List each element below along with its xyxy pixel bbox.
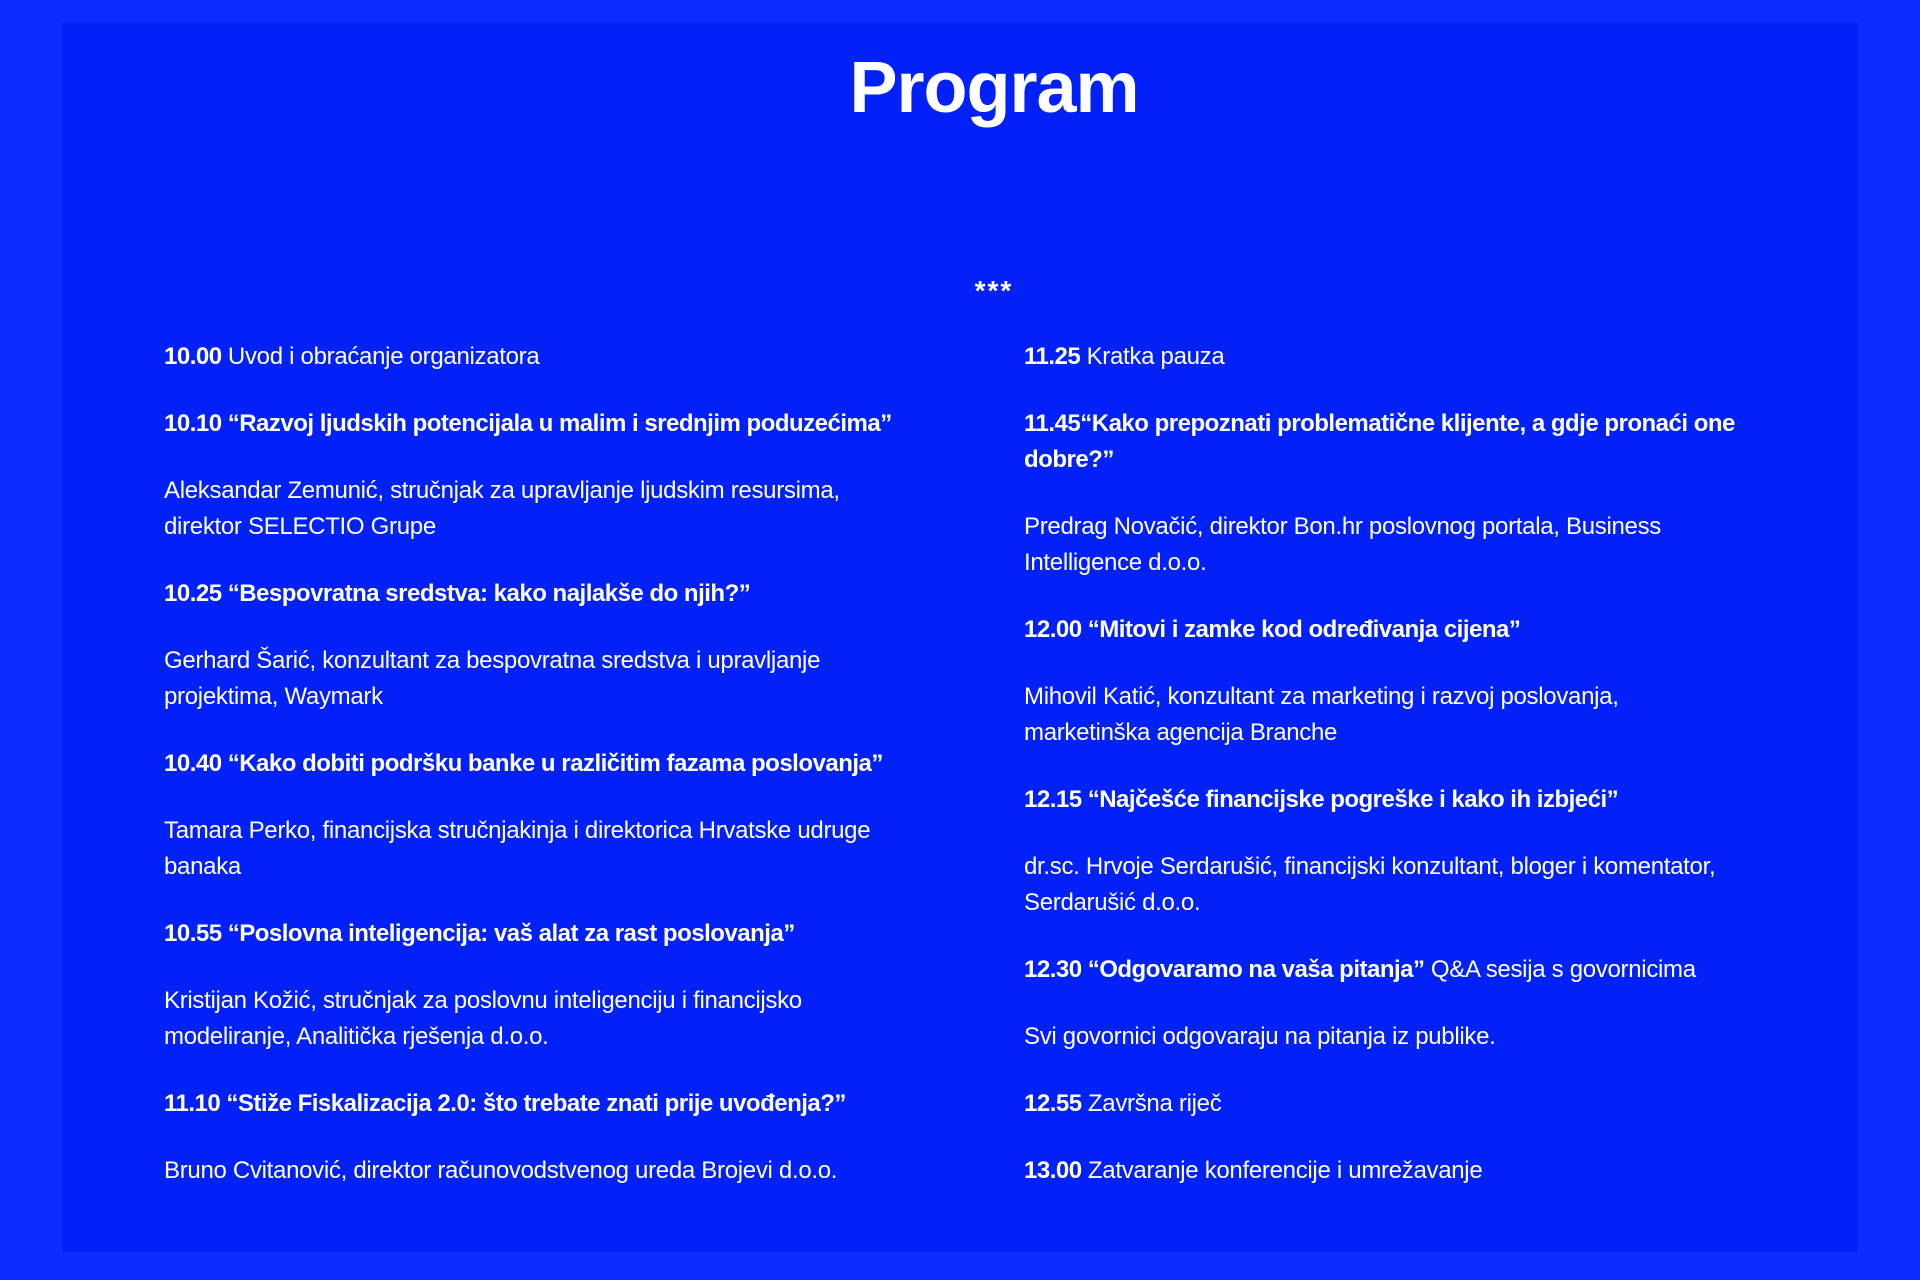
schedule-item-title: 12.15 “Najčešće financijske pogreške i k…: [1024, 786, 1619, 813]
schedule-item-title: 10.25 “Bespovratna sredstva: kako najlak…: [164, 580, 751, 607]
schedule-item-title: 10.00: [164, 343, 222, 370]
schedule-item-description: Q&A sesija s govornicima: [1424, 956, 1696, 983]
schedule-grid: 10.00 Uvod i obraćanje organizatora 10.10…: [164, 339, 1824, 1220]
schedule-item: 11.10 “Stiže Fiskalizacija 2.0: što treb…: [164, 1086, 964, 1122]
schedule-item-description: Bruno Cvitanović, direktor računovodstve…: [164, 1157, 838, 1184]
schedule-item-description: Kristijan Kožić, stručnjak za poslovnu i…: [164, 987, 802, 1050]
schedule-item: 13.00 Zatvaranje konferencije i umrežava…: [1024, 1153, 1824, 1189]
schedule-item-title: 10.40 “Kako dobiti podršku banke u razli…: [164, 750, 883, 777]
schedule-item: 10.25 “Bespovratna sredstva: kako najlak…: [164, 576, 964, 612]
schedule-item: 10.00 Uvod i obraćanje organizatora: [164, 339, 964, 375]
schedule-item-title: 10.55 “Poslovna inteligencija: vaš alat …: [164, 920, 795, 947]
schedule-item: 10.40 “Kako dobiti podršku banke u razli…: [164, 746, 964, 782]
schedule-item-title: 11.25: [1024, 343, 1081, 370]
schedule-item: dr.sc. Hrvoje Serdarušić, financijski ko…: [1024, 849, 1824, 921]
schedule-item: Mihovil Katić, konzultant za marketing i…: [1024, 679, 1824, 751]
schedule-item-title: 12.30 “Odgovaramo na vaša pitanja”: [1024, 956, 1425, 983]
schedule-item-description: Zatvaranje konferencije i umrežavanje: [1081, 1157, 1483, 1184]
schedule-item-description: Uvod i obraćanje organizatora: [221, 343, 540, 370]
schedule-item-title: 11.45“Kako prepoznati problematične klij…: [1024, 410, 1735, 473]
schedule-item: 12.00 “Mitovi i zamke kod određivanja ci…: [1024, 612, 1824, 648]
separator-stars: ***: [974, 275, 1014, 306]
schedule-item: 11.45“Kako prepoznati problematične klij…: [1024, 406, 1824, 478]
schedule-item: Kristijan Kožić, stručnjak za poslovnu i…: [164, 983, 964, 1055]
schedule-item: 12.55 Završna riječ: [1024, 1086, 1824, 1122]
schedule-item: 10.55 “Poslovna inteligencija: vaš alat …: [164, 916, 964, 952]
program-section-panel: Program *** 10.00 Uvod i obraćanje organ…: [62, 23, 1858, 1252]
schedule-item: Predrag Novačić, direktor Bon.hr poslovn…: [1024, 509, 1824, 581]
schedule-item-title: 11.10 “Stiže Fiskalizacija 2.0: što treb…: [164, 1090, 846, 1117]
schedule-item-title: 10.10 “Razvoj ljudskih potencijala u mal…: [164, 410, 892, 437]
schedule-column-right: 11.25 Kratka pauza 11.45“Kako prepoznati …: [1024, 339, 1824, 1220]
schedule-item-title: 12.55: [1024, 1090, 1082, 1117]
schedule-item-description: Aleksandar Zemunić, stručnjak za upravlj…: [164, 477, 840, 540]
schedule-item: Svi govornici odgovaraju na pitanja iz p…: [1024, 1019, 1824, 1055]
schedule-item-title: 12.00 “Mitovi i zamke kod određivanja ci…: [1024, 616, 1521, 643]
schedule-item: 12.30 “Odgovaramo na vaša pitanja” Q&A s…: [1024, 952, 1824, 988]
schedule-item-description: Gerhard Šarić, konzultant za bespovratna…: [164, 647, 821, 710]
schedule-item-description: Završna riječ: [1081, 1090, 1222, 1117]
schedule-item: Aleksandar Zemunić, stručnjak za upravlj…: [164, 473, 964, 545]
schedule-item: 11.25 Kratka pauza: [1024, 339, 1824, 375]
schedule-item: Tamara Perko, financijska stručnjakinja …: [164, 813, 964, 885]
schedule-item-title: 13.00: [1024, 1157, 1082, 1184]
schedule-item-description: Predrag Novačić, direktor Bon.hr poslovn…: [1024, 513, 1662, 576]
schedule-item-description: Kratka pauza: [1080, 343, 1225, 370]
schedule-item-description: Svi govornici odgovaraju na pitanja iz p…: [1024, 1023, 1496, 1050]
schedule-item-description: Mihovil Katić, konzultant za marketing i…: [1024, 683, 1619, 746]
page-title: Program: [849, 48, 1139, 128]
schedule-item: 12.15 “Najčešće financijske pogreške i k…: [1024, 782, 1824, 818]
schedule-item: Bruno Cvitanović, direktor računovodstve…: [164, 1153, 964, 1189]
schedule-item-description: dr.sc. Hrvoje Serdarušić, financijski ko…: [1024, 853, 1716, 916]
schedule-item: Gerhard Šarić, konzultant za bespovratna…: [164, 643, 964, 715]
schedule-item-description: Tamara Perko, financijska stručnjakinja …: [164, 817, 871, 880]
schedule-column-left: 10.00 Uvod i obraćanje organizatora 10.10…: [164, 339, 964, 1220]
schedule-item: 10.10 “Razvoj ljudskih potencijala u mal…: [164, 406, 964, 442]
